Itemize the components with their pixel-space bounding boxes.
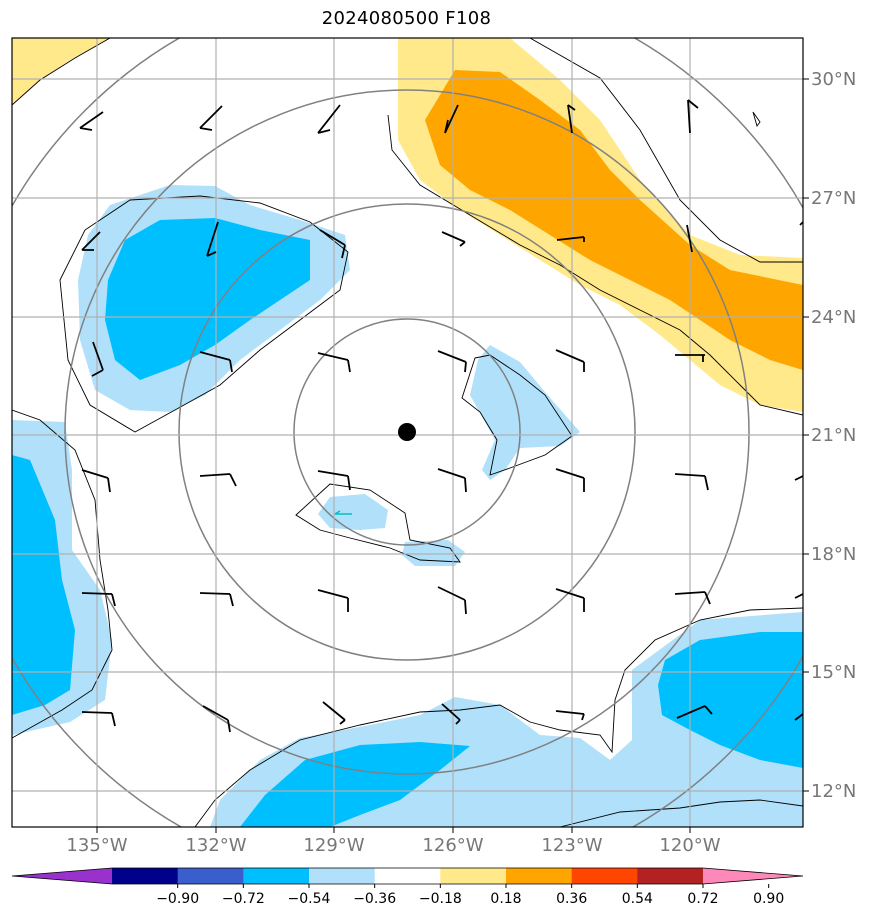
colorbar-swatch — [309, 868, 376, 884]
colorbar-extend-max — [703, 868, 803, 884]
lat-label-15n: 15°N — [811, 662, 856, 683]
colorbar-swatch — [637, 868, 704, 884]
colorbar: −0.90 −0.72 −0.54 −0.36 −0.18 0.18 0.36 0.54 0.7… — [11, 867, 804, 907]
lat-ticks — [803, 78, 809, 792]
contour-lines — [12, 38, 803, 827]
lat-label-21n: 21°N — [811, 425, 856, 446]
colorbar-extend-min — [12, 868, 112, 884]
lon-label-126w: 126°W — [422, 835, 483, 856]
colorbar-swatch — [177, 868, 244, 884]
colorbar-swatch — [112, 868, 179, 884]
colorbar-tick-label: 0.72 — [687, 891, 718, 907]
map-plot-area — [12, 38, 803, 827]
map-frame — [11, 37, 804, 828]
colorbar-tick-label: −0.90 — [156, 891, 199, 907]
colorbar-tick-label: 0.54 — [622, 891, 653, 907]
negative-anomaly-center-east — [470, 345, 580, 480]
lon-label-135w: 135°W — [66, 835, 127, 856]
negative-anomaly-blue-se — [658, 632, 803, 768]
colorbar-tick-label: −0.72 — [222, 891, 265, 907]
lon-label-123w: 123°W — [541, 835, 602, 856]
negative-anomaly-center-south — [318, 494, 388, 530]
lat-label-30n: 30°N — [811, 69, 856, 90]
wind-barbs — [79, 99, 803, 733]
colorbar-tick-label: 0.90 — [753, 891, 784, 907]
negative-anomaly-blue-west — [12, 455, 75, 715]
lon-label-120w: 120°W — [659, 835, 720, 856]
range-rings — [12, 38, 803, 827]
storm-center-dot — [398, 423, 416, 441]
lon-label-129w: 129°W — [303, 835, 364, 856]
colorbar-tick-label: −0.36 — [353, 891, 396, 907]
cyan-wind-barb — [334, 510, 352, 515]
colorbar-swatch — [374, 868, 441, 884]
colorbar-tick-label: 0.18 — [490, 891, 521, 907]
lat-label-12n: 12°N — [811, 781, 856, 802]
negative-anomaly-blue-south — [240, 742, 470, 827]
colorbar-tick-label: −0.18 — [419, 891, 462, 907]
positive-anomaly-yellow-nw — [12, 38, 110, 105]
lat-label-18n: 18°N — [811, 544, 856, 565]
colorbar-tick-label: −0.54 — [288, 891, 331, 907]
colorbar-swatch — [571, 868, 638, 884]
lon-ticks — [96, 827, 691, 833]
colorbar-swatch — [243, 868, 310, 884]
colorbar-swatch — [506, 868, 573, 884]
map-title: 2024080500 F108 — [321, 8, 492, 29]
positive-anomaly-orange — [425, 70, 803, 370]
lon-label-132w: 132°W — [185, 835, 246, 856]
lat-label-27n: 27°N — [811, 188, 856, 209]
graticule — [12, 38, 803, 827]
lat-label-24n: 24°N — [811, 307, 856, 328]
colorbar-tick-label: 0.36 — [556, 891, 587, 907]
colorbar-swatch — [440, 868, 507, 884]
